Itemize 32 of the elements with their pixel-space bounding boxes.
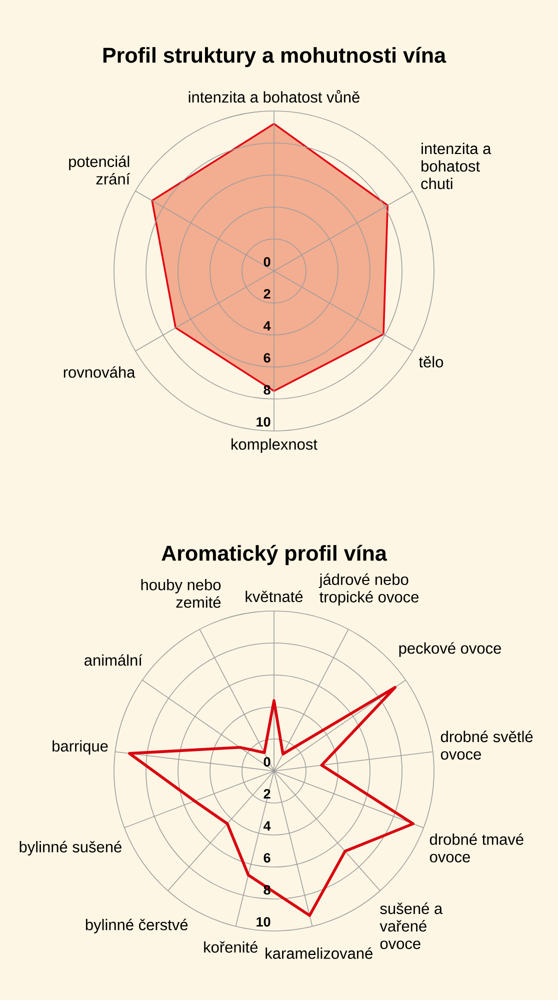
spoke-label: sušené a vařené ovoce [380, 902, 443, 950]
spoke-label: intenzita a bohatost vůně [188, 90, 360, 103]
spoke-label: karamelizované [266, 947, 372, 959]
spoke-label: barrique [52, 740, 108, 755]
spoke-label: potenciál zrání [69, 156, 130, 185]
y-tick-label: 2 [264, 789, 270, 798]
y-tick-label: 6 [264, 853, 270, 863]
spoke-label: kořenité [204, 941, 258, 953]
y-tick-label: 4 [263, 321, 271, 330]
y-tick-label: 0 [264, 257, 270, 267]
spoke-label: komplexnost [232, 438, 318, 453]
y-tick-label: 6 [264, 353, 270, 363]
spoke-label: tělo [418, 356, 444, 368]
spoke-label: bylinné čerstvé [86, 918, 188, 934]
chart-title: Aromatický profil vína [162, 544, 388, 566]
spoke-label: peckové ovoce [399, 642, 501, 657]
y-tick-label: 0 [264, 757, 270, 767]
spoke-label: květnaté [246, 590, 303, 602]
spoke-label: jádrové nebo tropické ovoce [318, 573, 419, 606]
spoke-label: bylinné sušené [20, 840, 122, 856]
y-tick-label: 2 [264, 289, 270, 298]
y-tick-label: 4 [263, 821, 271, 830]
spoke-label: drobné světlé ovoce [440, 730, 533, 760]
y-tick-label: 10 [256, 417, 270, 427]
y-tick-label: 10 [256, 917, 270, 927]
spoke-label: animální [84, 654, 142, 666]
chart-title: Profil struktury a mohutnosti vína [103, 46, 446, 68]
spoke-label: houby nebo zemité [141, 578, 221, 608]
spoke-label: drobné tmavé ovoce [430, 833, 524, 862]
spoke-label: rovnováha [64, 366, 136, 378]
y-tick-label: 8 [264, 385, 270, 395]
spoke-label: intenzita a bohatost chuti [421, 142, 492, 190]
